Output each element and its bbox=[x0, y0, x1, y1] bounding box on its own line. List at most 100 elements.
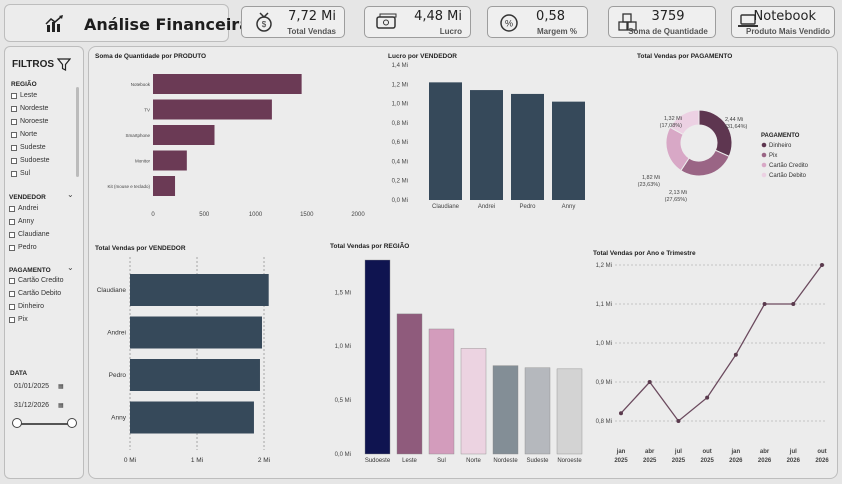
kpi-label: Margem % bbox=[536, 27, 577, 36]
checkbox[interactable] bbox=[9, 205, 15, 212]
filter-option[interactable]: Nordeste bbox=[11, 105, 48, 112]
bar bbox=[428, 328, 455, 455]
bar bbox=[130, 316, 262, 349]
regiao-scrollbar[interactable] bbox=[76, 87, 79, 177]
category-label: Claudiane bbox=[432, 204, 460, 210]
chart-title-regiao: Total Vendas por REGIÃO bbox=[330, 243, 410, 250]
date-slider-handle-end[interactable] bbox=[67, 418, 77, 428]
y-tick-label: 1,0 Mi bbox=[596, 341, 612, 347]
x-tick-label: out bbox=[817, 449, 826, 455]
pie-slice bbox=[665, 126, 690, 172]
filters-title: FILTROS bbox=[12, 59, 55, 70]
checkbox[interactable] bbox=[9, 218, 15, 225]
chevron-down-icon[interactable]: ⌄ bbox=[67, 190, 74, 199]
bar bbox=[130, 274, 269, 306]
filter-option[interactable]: Anny bbox=[9, 218, 34, 225]
money-bag-icon: $ bbox=[256, 12, 272, 32]
filter-option[interactable]: Cartão Credito bbox=[9, 277, 64, 284]
x-tick-label: abr bbox=[645, 449, 655, 455]
checkbox[interactable] bbox=[11, 92, 17, 99]
bar bbox=[153, 176, 176, 196]
filter-option[interactable]: Sudoeste bbox=[11, 157, 50, 164]
kpi-label: Total Vendas bbox=[287, 27, 336, 36]
y-tick-label: 0,2 Mi bbox=[392, 179, 408, 185]
x-tick-label: jul bbox=[674, 449, 682, 455]
filter-option[interactable]: Noroeste bbox=[11, 118, 48, 125]
chevron-down-icon[interactable]: ⌄ bbox=[67, 263, 74, 272]
bar bbox=[153, 74, 302, 94]
category-label: Sudeste bbox=[526, 458, 549, 464]
checkbox[interactable] bbox=[11, 157, 17, 164]
checkbox[interactable] bbox=[11, 144, 17, 151]
category-label: Anny bbox=[562, 204, 576, 210]
filter-option[interactable]: Pix bbox=[9, 316, 28, 323]
slice-value-label: 2,13 Mi bbox=[669, 190, 687, 196]
percent-cycle-icon: % bbox=[500, 14, 518, 32]
chart-title-produto: Soma de Quantidade por PRODUTO bbox=[95, 53, 207, 60]
bar bbox=[364, 259, 391, 455]
filter-option[interactable]: Dinheiro bbox=[9, 303, 44, 310]
checkbox[interactable] bbox=[11, 118, 17, 125]
checkbox[interactable] bbox=[9, 290, 15, 297]
kpi-total-vendas: $ 7,72 Mi Total Vendas bbox=[241, 6, 345, 38]
x-tick-label: 0 Mi bbox=[124, 457, 136, 464]
date-end-input[interactable]: 31/12/2026 ▦ bbox=[14, 402, 64, 409]
kpi-value: 0,58 bbox=[536, 9, 565, 24]
calendar-icon[interactable]: ▦ bbox=[58, 384, 64, 390]
data-point bbox=[705, 395, 710, 400]
legend-label: Dinheiro bbox=[769, 143, 792, 149]
checkbox[interactable] bbox=[9, 316, 15, 323]
page-title: Análise Financeira bbox=[84, 15, 250, 34]
data-point bbox=[676, 419, 681, 423]
filter-option[interactable]: Cartão Debito bbox=[9, 290, 61, 297]
y-tick-label: 1,1 Mi bbox=[596, 302, 612, 308]
filter-data-heading: DATA bbox=[10, 370, 28, 377]
date-slider-handle-start[interactable] bbox=[12, 418, 22, 428]
chart-title-lucro: Lucro por VENDEDOR bbox=[388, 53, 457, 60]
x-tick-label: 2025 bbox=[614, 458, 628, 464]
y-tick-label: 1,0 Mi bbox=[392, 102, 408, 108]
filter-option[interactable]: Leste bbox=[11, 92, 37, 99]
y-tick-label: 0,5 Mi bbox=[335, 398, 351, 404]
filter-option[interactable]: Claudiane bbox=[9, 231, 50, 238]
series-line bbox=[620, 264, 823, 422]
filter-option[interactable]: Andrei bbox=[9, 205, 38, 212]
category-label: Claudiane bbox=[97, 287, 127, 294]
category-label: Sul bbox=[437, 458, 446, 464]
checkbox[interactable] bbox=[9, 244, 15, 251]
x-tick-label: 2026 bbox=[787, 458, 801, 464]
checkbox[interactable] bbox=[11, 105, 17, 112]
filter-option[interactable]: Norte bbox=[11, 131, 37, 138]
checkbox[interactable] bbox=[9, 231, 15, 238]
bar bbox=[130, 401, 254, 434]
checkbox[interactable] bbox=[11, 170, 17, 177]
y-tick-label: 1,2 Mi bbox=[392, 82, 408, 88]
data-point bbox=[733, 352, 738, 357]
x-tick-label: 1 Mi bbox=[191, 457, 203, 464]
date-start-input[interactable]: 01/01/2025 ▦ bbox=[14, 383, 64, 390]
svg-text:$: $ bbox=[262, 20, 267, 29]
filter-icon[interactable] bbox=[57, 58, 71, 71]
date-slider-track[interactable] bbox=[17, 423, 73, 425]
data-point bbox=[791, 302, 796, 306]
chart-quantidade-produto: Notebook TV Smartphone Monitor Kit (mouse e … bbox=[107, 74, 365, 218]
y-tick-label: 0,0 Mi bbox=[335, 452, 351, 458]
chart-vendas-vendedor: 0 Mi 1 Mi 2 Mi Claudiane Andrei Pedro Anny bbox=[97, 257, 270, 464]
x-tick-label: 2025 bbox=[672, 458, 686, 464]
slice-value-label: 2,44 Mi bbox=[725, 117, 743, 123]
filter-option[interactable]: Pedro bbox=[9, 244, 37, 251]
chart-logo-icon bbox=[45, 15, 63, 32]
kpi-label: Soma de Quantidade bbox=[628, 27, 708, 36]
checkbox[interactable] bbox=[9, 303, 15, 310]
calendar-icon[interactable]: ▦ bbox=[58, 403, 64, 409]
chart-vendas-pagamento: 2,44 Mi(31,64%) 2,13 Mi(27,65%) 1,82 Mi(23… bbox=[638, 109, 809, 203]
checkbox[interactable] bbox=[11, 131, 17, 138]
category-label: Anny bbox=[111, 415, 127, 422]
bar bbox=[511, 93, 544, 200]
filter-option[interactable]: Sul bbox=[11, 170, 30, 177]
y-tick-label: 0,4 Mi bbox=[392, 159, 408, 165]
category-label: Noroeste bbox=[557, 458, 582, 464]
filter-option[interactable]: Sudeste bbox=[11, 144, 46, 151]
x-tick-label: 2026 bbox=[815, 458, 829, 464]
checkbox[interactable] bbox=[9, 277, 15, 284]
